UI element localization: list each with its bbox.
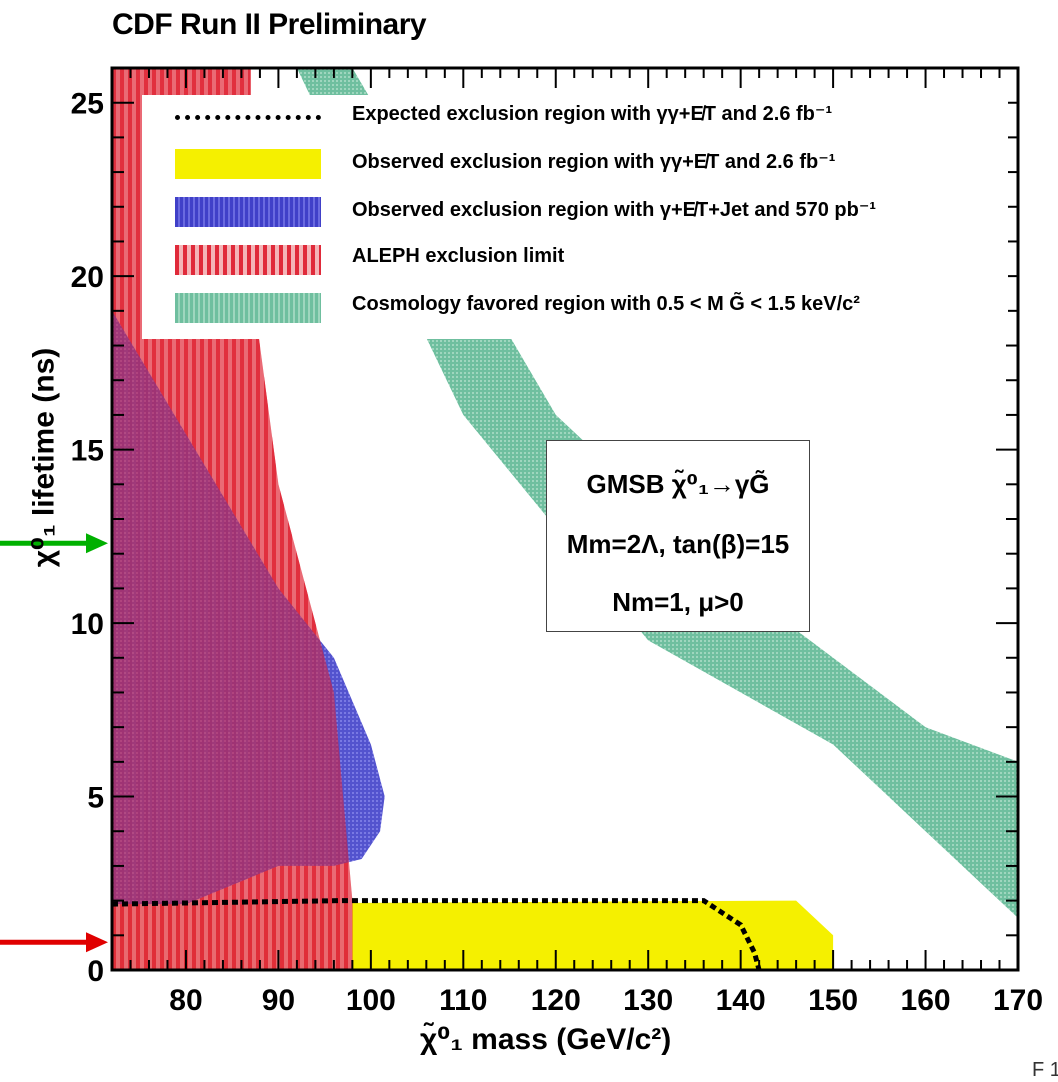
annotation-arrow-head bbox=[86, 932, 108, 953]
page-corner-text: F 16 bbox=[1031, 1059, 1058, 1081]
x-axis-label: χ̃⁰₁ mass (GeV/c²) bbox=[420, 1023, 672, 1056]
legend-item-aleph: ALEPH exclusion limit bbox=[142, 239, 1008, 283]
x-tick-label: 160 bbox=[901, 984, 951, 1017]
legend-label: Cosmology favored region with 0.5 < M G̃… bbox=[352, 293, 860, 315]
x-tick-label: 110 bbox=[439, 984, 487, 1017]
annotation-arrow-head bbox=[86, 533, 108, 554]
legend-swatch-green bbox=[175, 293, 321, 323]
legend-label: Observed exclusion region with γγ+E̸T an… bbox=[352, 151, 836, 173]
legend-swatch-red bbox=[175, 245, 321, 275]
legend-swatch-blue bbox=[175, 197, 321, 227]
expected-exclusion-line bbox=[112, 898, 762, 970]
legend: Expected exclusion region with γγ+E̸T an… bbox=[142, 95, 1008, 339]
legend-item-observed-gjet: Observed exclusion region with γ+E̸T+Jet… bbox=[142, 191, 1008, 235]
info-line-model: GMSB χ̃⁰₁→γG̃ bbox=[586, 469, 770, 499]
legend-item-expected: Expected exclusion region with γγ+E̸T an… bbox=[142, 95, 1008, 139]
y-tick-label: 20 bbox=[71, 261, 104, 294]
legend-item-cosmology: Cosmology favored region with 0.5 < M G̃… bbox=[142, 287, 1008, 331]
x-tick-label: 140 bbox=[716, 984, 766, 1017]
y-tick-label: 0 bbox=[87, 955, 104, 988]
y-axis-label: χ⁰₁ lifetime (ns) bbox=[27, 347, 61, 568]
x-tick-label: 170 bbox=[993, 984, 1043, 1017]
x-tick-label: 150 bbox=[808, 984, 858, 1017]
legend-label: Expected exclusion region with γγ+E̸T an… bbox=[352, 103, 833, 125]
cosmology-region bbox=[296, 68, 1018, 918]
y-tick-label: 10 bbox=[71, 608, 104, 641]
x-tick-label: 120 bbox=[531, 984, 581, 1017]
y-tick-label: 5 bbox=[87, 782, 104, 815]
info-line-nm: Nm=1, μ>0 bbox=[612, 587, 744, 617]
legend-item-observed-gg: Observed exclusion region with γγ+E̸T an… bbox=[142, 143, 1008, 187]
legend-label: Observed exclusion region with γ+E̸T+Jet… bbox=[352, 199, 877, 221]
legend-swatch-dotted bbox=[175, 115, 321, 120]
model-info-box: GMSB χ̃⁰₁→γG̃ Mm=2Λ, tan(β)=15 Nm=1, μ>0 bbox=[546, 440, 810, 632]
legend-label: ALEPH exclusion limit bbox=[352, 245, 565, 267]
y-tick-label: 15 bbox=[71, 435, 104, 468]
info-line-params: Mm=2Λ, tan(β)=15 bbox=[566, 529, 790, 559]
x-tick-label: 80 bbox=[169, 984, 202, 1017]
chart-title: CDF Run II Preliminary bbox=[112, 8, 427, 41]
legend-swatch-yellow bbox=[175, 149, 321, 179]
x-tick-label: 100 bbox=[346, 984, 396, 1017]
x-tick-label: 130 bbox=[623, 984, 673, 1017]
y-tick-label: 25 bbox=[71, 88, 104, 121]
x-tick-label: 90 bbox=[262, 984, 295, 1017]
